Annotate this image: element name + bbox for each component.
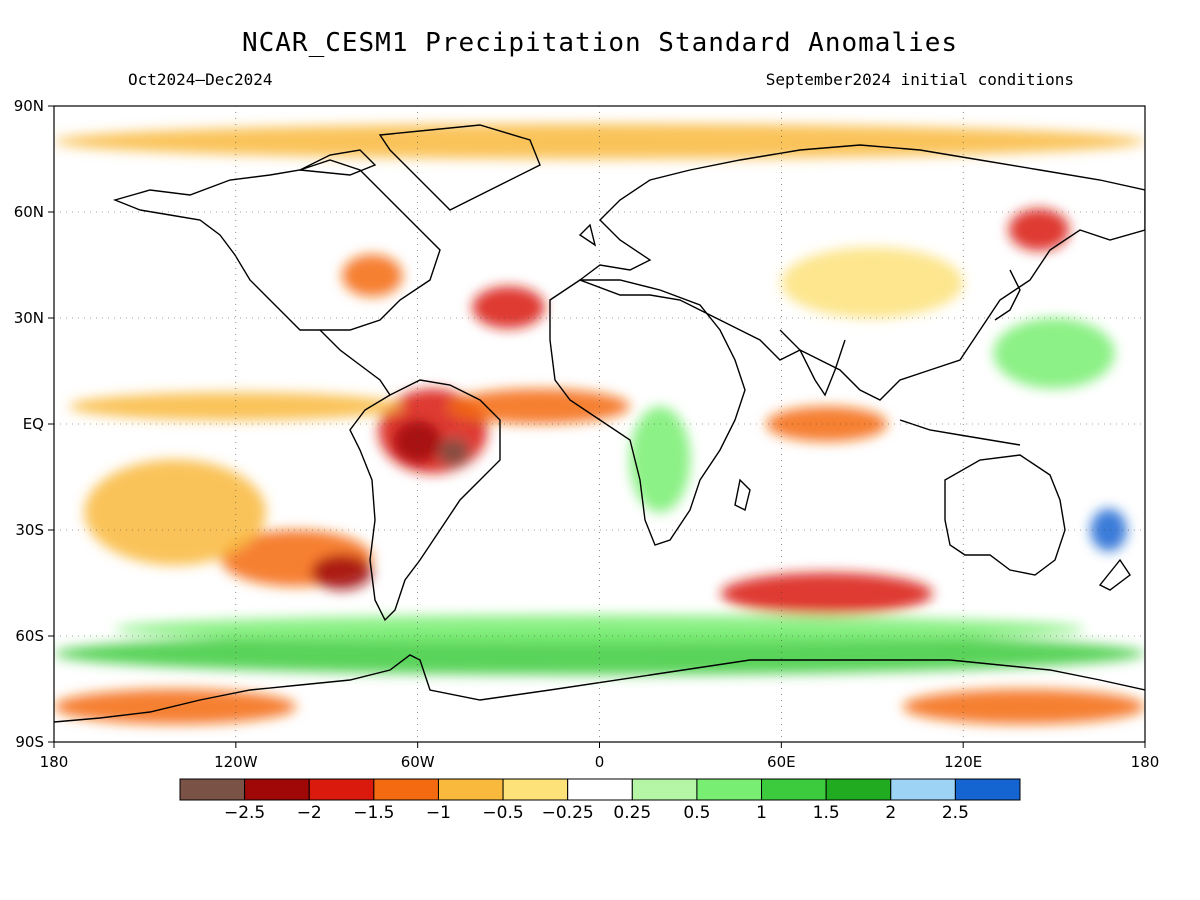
map-title: NCAR_CESM1 Precipitation Standard Anomal… — [241, 28, 959, 58]
anomaly-region-10 — [766, 406, 888, 442]
anomaly-region-17 — [84, 459, 267, 566]
coastlines — [54, 124, 1145, 723]
anomaly-region-21 — [993, 318, 1115, 389]
forecast-period: Oct2024–Dec2024 — [128, 70, 273, 89]
lon-tick-label: 60W — [401, 753, 435, 771]
anomaly-region-15 — [1090, 508, 1127, 552]
initial-conditions: September2024 initial conditions — [765, 70, 1074, 89]
colorbar-label: 0.25 — [613, 803, 651, 823]
anomaly-region-16 — [629, 406, 691, 513]
colorbar-swatch — [567, 778, 633, 801]
colorbar-label: 1 — [756, 803, 767, 823]
colorbar-label: 2.5 — [942, 803, 969, 823]
colorbar-label: −2.5 — [224, 803, 265, 823]
colorbar-swatch — [179, 778, 246, 801]
colorbar-label: 2 — [885, 803, 896, 823]
lat-tick-label: 30S — [15, 521, 44, 539]
lat-tick-label: 60N — [14, 203, 44, 221]
colorbar-swatch — [437, 778, 504, 801]
colorbar-label: −2 — [297, 803, 322, 823]
lat-tick-label: 90N — [14, 97, 44, 115]
anomaly-region-4 — [472, 286, 545, 329]
colorbar-swatch — [761, 778, 827, 801]
colorbar-swatch — [631, 778, 698, 801]
colorbar-swatch — [696, 778, 763, 801]
anomaly-field — [54, 123, 1145, 725]
anomaly-region-3 — [447, 388, 630, 425]
anomaly-region-9 — [720, 572, 933, 615]
anomaly-region-8 — [311, 554, 373, 591]
anomaly-region-18 — [54, 689, 297, 725]
anomaly-region-2 — [438, 438, 470, 467]
anomaly-region-1 — [393, 420, 442, 463]
colorbar-swatch — [954, 778, 1021, 801]
anomaly-region-19 — [902, 689, 1145, 725]
anomaly-region-11 — [1008, 208, 1070, 251]
colorbar-swatch — [373, 778, 439, 801]
anomaly-region-12 — [54, 632, 1145, 675]
lat-tick-label: 90S — [15, 733, 44, 751]
lat-tick-label: 60S — [15, 627, 44, 645]
lon-tick-label: 120W — [214, 753, 258, 771]
colorbar-label: −0.25 — [542, 803, 594, 823]
lon-tick-label: 180 — [1131, 753, 1160, 771]
map-axes: 90N 60N 30N EQ 30S 60S 90S 180 120W 60W 0 60E 120E 18… — [14, 97, 1160, 771]
colorbar-label: 1.5 — [813, 803, 840, 823]
lon-tick-label: 60E — [767, 753, 796, 771]
colorbar-label: −1 — [426, 803, 451, 823]
anomaly-region-20 — [781, 247, 964, 318]
colorbar-label: 0.5 — [683, 803, 710, 823]
lat-tick-label: EQ — [23, 415, 44, 433]
anomaly-region-5 — [341, 254, 403, 297]
colorbar-swatch — [308, 778, 375, 801]
anomaly-region-14 — [54, 123, 1145, 159]
lat-tick-label: 30N — [14, 309, 44, 327]
colorbar-swatch — [825, 778, 892, 801]
colorbar-swatch — [890, 778, 956, 801]
colorbar-swatch — [244, 778, 310, 801]
colorbar-swatch — [502, 778, 569, 801]
colorbar: −2.5 −2 −1.5 −1 −0.5 −0.25 0.25 0.5 1 1.5 2 2.5 — [179, 778, 1021, 823]
lon-tick-label: 180 — [40, 753, 69, 771]
colorbar-label: −1.5 — [353, 803, 394, 823]
lon-tick-label: 0 — [595, 753, 605, 771]
lon-tick-label: 120E — [944, 753, 982, 771]
colorbar-label: −0.5 — [482, 803, 523, 823]
